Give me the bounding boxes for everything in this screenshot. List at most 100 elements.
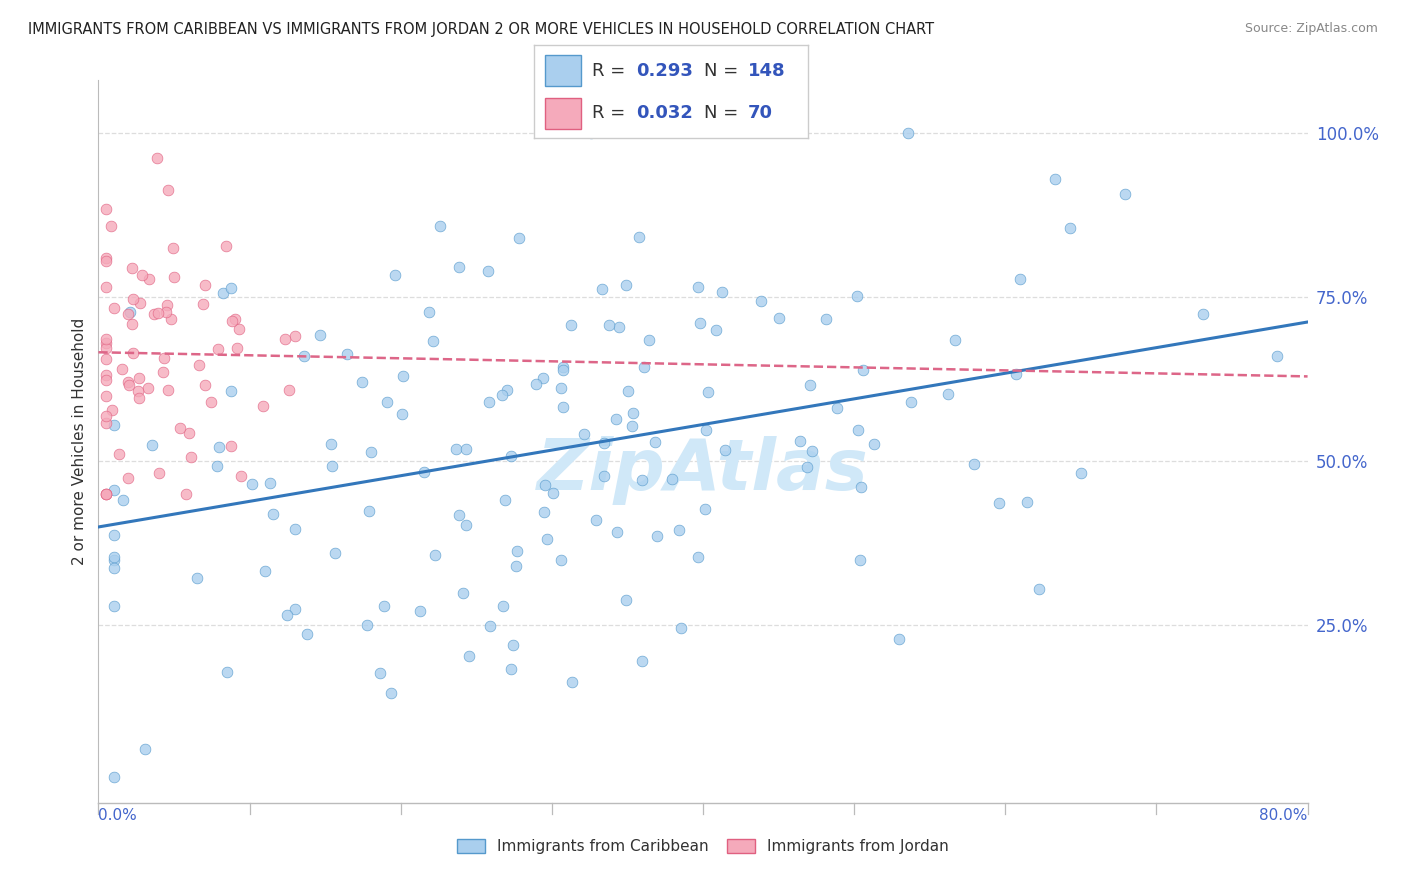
- Point: [103, 770, 125, 784]
- Point: [253, 564, 276, 578]
- FancyBboxPatch shape: [546, 55, 581, 86]
- Point: [422, 334, 444, 348]
- Point: [319, 436, 342, 450]
- Point: [458, 648, 481, 663]
- Point: [148, 466, 170, 480]
- Point: [368, 666, 391, 681]
- Point: [668, 524, 690, 538]
- Point: [94, 251, 117, 265]
- Text: 70: 70: [748, 104, 773, 122]
- Point: [423, 548, 446, 562]
- Point: [585, 513, 607, 527]
- Point: [553, 362, 575, 376]
- Point: [560, 318, 582, 333]
- Point: [224, 312, 246, 326]
- Point: [103, 301, 125, 315]
- Point: [194, 278, 217, 293]
- Point: [591, 282, 613, 296]
- Text: 80.0%: 80.0%: [1260, 808, 1308, 823]
- Point: [94, 253, 117, 268]
- Point: [531, 370, 554, 384]
- Point: [447, 508, 470, 523]
- Point: [598, 318, 620, 332]
- Point: [159, 312, 181, 326]
- Text: 0.032: 0.032: [636, 104, 693, 122]
- Point: [550, 381, 572, 395]
- Point: [373, 599, 395, 614]
- Point: [845, 289, 868, 303]
- Text: N =: N =: [704, 62, 744, 79]
- Point: [152, 351, 174, 366]
- Point: [409, 604, 432, 618]
- Point: [851, 481, 873, 495]
- Point: [276, 607, 298, 622]
- Point: [240, 476, 263, 491]
- Point: [696, 385, 718, 400]
- Point: [614, 593, 637, 607]
- Point: [162, 241, 184, 255]
- Point: [502, 638, 524, 652]
- Point: [628, 229, 651, 244]
- Point: [418, 305, 440, 319]
- Point: [94, 202, 117, 216]
- Point: [121, 317, 143, 331]
- Point: [128, 371, 150, 385]
- Point: [94, 333, 117, 347]
- Point: [360, 445, 382, 459]
- Point: [284, 602, 307, 616]
- Text: N =: N =: [704, 104, 744, 122]
- Point: [152, 365, 174, 379]
- Point: [1114, 186, 1136, 201]
- Point: [505, 558, 527, 573]
- Point: [447, 260, 470, 274]
- Point: [863, 437, 886, 451]
- Point: [606, 525, 628, 540]
- Point: [142, 307, 165, 321]
- Point: [103, 553, 125, 567]
- Point: [217, 665, 239, 679]
- Point: [534, 478, 557, 492]
- Point: [219, 280, 242, 294]
- Point: [208, 441, 231, 455]
- Point: [121, 261, 143, 276]
- Point: [100, 219, 122, 233]
- Point: [186, 572, 208, 586]
- Point: [749, 293, 772, 308]
- Point: [141, 438, 163, 452]
- Point: [801, 443, 824, 458]
- Point: [103, 483, 125, 497]
- Point: [605, 411, 627, 425]
- Point: [94, 336, 117, 351]
- Text: Source: ZipAtlas.com: Source: ZipAtlas.com: [1244, 22, 1378, 36]
- Point: [295, 626, 318, 640]
- Point: [131, 268, 153, 282]
- Point: [889, 632, 911, 646]
- Point: [118, 378, 141, 392]
- Point: [177, 425, 200, 440]
- Point: [936, 386, 959, 401]
- Point: [669, 622, 692, 636]
- Point: [229, 469, 252, 483]
- Point: [146, 151, 169, 165]
- Point: [103, 560, 125, 574]
- Text: 148: 148: [748, 62, 786, 79]
- Point: [607, 319, 630, 334]
- Point: [350, 375, 373, 389]
- Point: [478, 395, 501, 409]
- Point: [1059, 220, 1081, 235]
- Point: [94, 373, 117, 387]
- Point: [526, 376, 548, 391]
- Point: [536, 532, 558, 546]
- Point: [103, 528, 125, 542]
- Point: [814, 312, 837, 326]
- Point: [550, 553, 572, 567]
- Point: [614, 278, 637, 293]
- Point: [321, 459, 343, 474]
- Point: [155, 304, 177, 318]
- Point: [491, 388, 513, 402]
- Point: [631, 473, 654, 487]
- Point: [94, 416, 117, 430]
- Point: [551, 359, 574, 374]
- Point: [187, 359, 209, 373]
- Point: [262, 507, 284, 521]
